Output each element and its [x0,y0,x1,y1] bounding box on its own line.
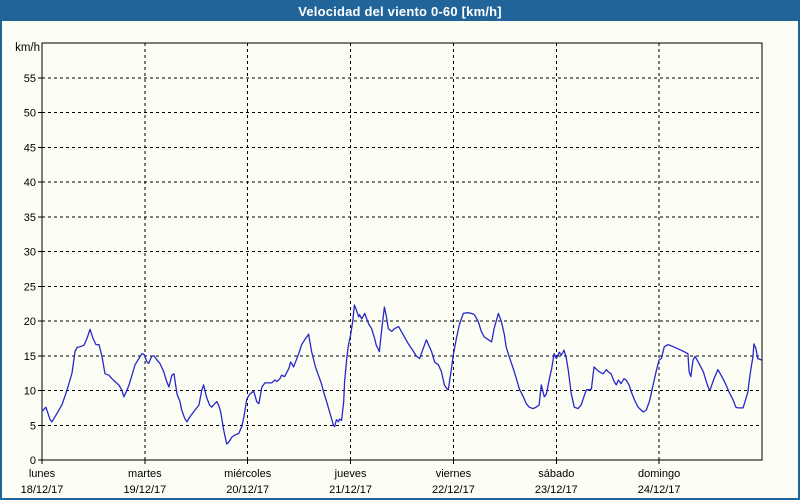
x-day-label: viernes [436,468,472,480]
x-day-label: domingo [638,468,680,480]
y-tick-label: 0 [30,455,36,467]
x-date-label: 22/12/17 [432,484,475,496]
chart-title-bar: Velocidad del viento 0-60 [km/h] [2,2,798,21]
y-tick-label: 20 [24,316,36,328]
x-day-label: lunes [29,468,56,480]
y-tick-label: 5 [30,420,36,432]
x-date-label: 19/12/17 [123,484,166,496]
y-tick-label: 25 [24,281,36,293]
chart-title: Velocidad del viento 0-60 [km/h] [298,4,502,19]
plot-border [41,42,763,461]
x-date-label: 20/12/17 [226,484,269,496]
y-unit-label: km/h [15,42,40,54]
y-tick-label: 50 [24,108,36,120]
x-date-label: 24/12/17 [638,484,681,496]
y-tick-label: 15 [24,351,36,363]
x-day-label: sábado [538,468,574,480]
y-tick-label: 10 [24,386,36,398]
x-date-label: 21/12/17 [329,484,372,496]
x-date-label: 18/12/17 [21,484,64,496]
wind-speed-line [41,304,762,445]
x-day-label: jueves [334,468,367,480]
y-tick-label: 30 [24,247,36,259]
x-day-label: martes [128,468,162,480]
y-tick-label: 35 [24,212,36,224]
x-date-label: 23/12/17 [535,484,578,496]
y-tick-label: 45 [24,142,36,154]
y-tick-label: 55 [24,73,36,85]
y-tick-label: 40 [24,177,36,189]
x-day-label: miércoles [224,468,272,480]
